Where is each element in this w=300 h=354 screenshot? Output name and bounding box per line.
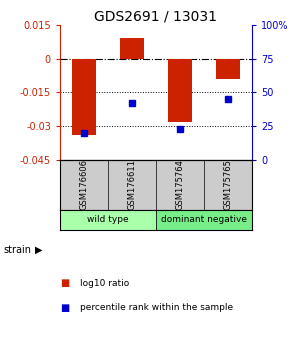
Text: log10 ratio: log10 ratio <box>80 279 129 288</box>
Bar <box>168 59 192 122</box>
Bar <box>120 38 144 59</box>
Bar <box>60 210 156 230</box>
Text: ■: ■ <box>60 278 69 288</box>
Bar <box>156 210 252 230</box>
Text: percentile rank within the sample: percentile rank within the sample <box>80 303 232 313</box>
Text: strain: strain <box>3 245 31 255</box>
Bar <box>72 59 96 135</box>
Text: GSM175765: GSM175765 <box>224 160 232 210</box>
Text: ▶: ▶ <box>34 245 42 255</box>
Text: ■: ■ <box>60 303 69 313</box>
Bar <box>216 59 240 79</box>
Text: GSM175764: GSM175764 <box>176 160 184 210</box>
Text: dominant negative: dominant negative <box>161 216 247 224</box>
Text: GSM176606: GSM176606 <box>80 159 88 211</box>
Title: GDS2691 / 13031: GDS2691 / 13031 <box>94 10 218 24</box>
Text: GSM176611: GSM176611 <box>128 160 136 210</box>
Text: wild type: wild type <box>87 216 129 224</box>
